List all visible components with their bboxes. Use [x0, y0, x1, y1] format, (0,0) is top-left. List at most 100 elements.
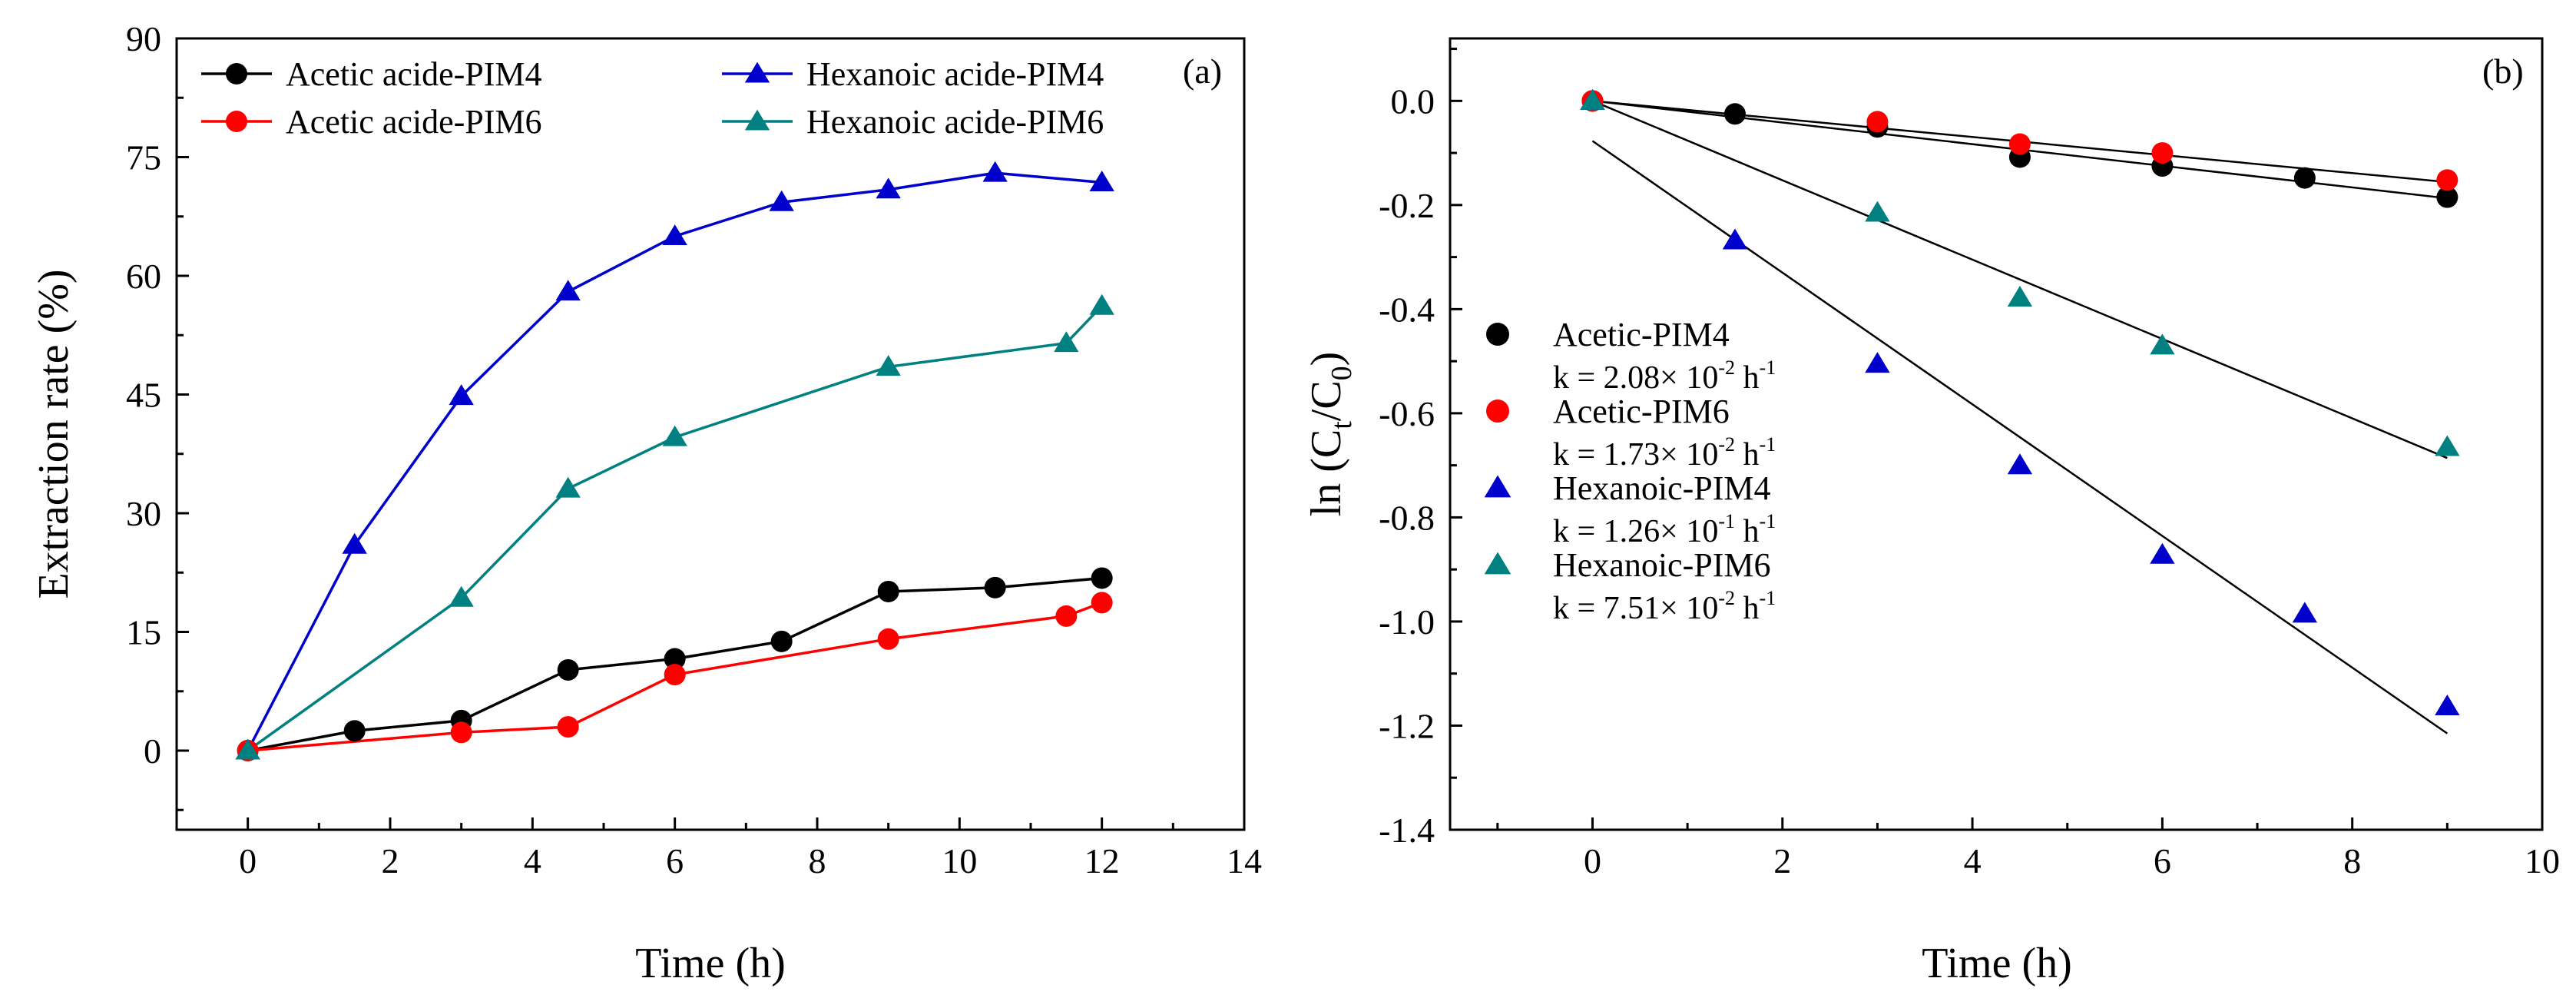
- panel-b-y-ticks: 0.0 -0.2 -0.4 -0.6 -0.8 -1.0 -1.2 -1.4: [1379, 48, 1462, 850]
- data-point: [1091, 567, 1113, 589]
- fit-line: [1591, 100, 2448, 459]
- data-point: [235, 738, 260, 760]
- legend-label: Acetic-PIM4: [1553, 316, 1730, 353]
- panel-b-tag: (b): [2482, 51, 2524, 91]
- data-point: [1089, 293, 1114, 315]
- legend-marker: [1486, 323, 1509, 346]
- y-tick-label: 30: [126, 494, 161, 533]
- legend-label: Acetic acide-PIM4: [286, 55, 542, 93]
- data-point: [877, 580, 899, 602]
- data-point: [662, 425, 687, 446]
- panel-a-plot-frame: [175, 37, 1246, 831]
- data-point: [664, 664, 686, 686]
- y-tick-label: 60: [126, 257, 161, 296]
- data-point: [1722, 228, 1748, 250]
- data-point: [342, 532, 367, 554]
- panel-a-series-markers: [235, 161, 1114, 761]
- data-point: [664, 648, 686, 670]
- x-tick-label: 4: [1964, 841, 1982, 880]
- data-point: [1723, 103, 1746, 125]
- y-tick-label: 0.0: [1391, 81, 1435, 121]
- legend-label: Acetic-PIM6: [1553, 393, 1730, 430]
- data-point: [1091, 592, 1113, 614]
- data-point: [770, 630, 793, 652]
- rate-constant-label: k = 1.26× 10-1 h-1: [1553, 510, 1776, 549]
- data-point: [1865, 352, 1890, 373]
- y-tick-label: -1.2: [1379, 706, 1435, 745]
- data-point: [876, 177, 901, 199]
- data-point: [555, 280, 581, 301]
- panel-a-y-axis-title: Extraction rate (%): [30, 269, 78, 598]
- data-point: [2436, 186, 2458, 208]
- data-point: [1866, 111, 1889, 133]
- rate-constant-label: k = 2.08× 10-2 h-1: [1553, 356, 1776, 396]
- data-point: [876, 355, 901, 376]
- data-point: [1054, 331, 1079, 353]
- data-point: [2150, 333, 2175, 355]
- x-tick-label: 2: [382, 841, 399, 880]
- data-point: [555, 476, 581, 498]
- data-point: [2008, 133, 2031, 155]
- legend-marker: [1486, 400, 1509, 423]
- data-point: [2435, 695, 2460, 715]
- panel-a-legend: Acetic acide-PIM4 Acetic acide-PIM6 Hexano…: [201, 55, 1104, 141]
- legend-marker: [226, 111, 247, 132]
- data-point: [662, 224, 687, 246]
- data-point: [1865, 201, 1890, 222]
- y-tick-label: -1.4: [1379, 811, 1435, 850]
- rate-constant-label: k = 7.51× 10-2 h-1: [1553, 587, 1776, 626]
- y-tick-label: 0: [144, 731, 161, 771]
- y-tick-label: -0.2: [1379, 186, 1435, 225]
- x-tick-label: 0: [239, 841, 257, 880]
- data-point: [769, 190, 794, 211]
- legend-marker: [744, 109, 770, 131]
- data-point: [982, 161, 1008, 182]
- data-point: [1055, 605, 1078, 627]
- panel-b-kinetics: 0 2 4 6 8 10 0.0-0.2-0.4-0.6-0.8-1.0-1.2-1.4 …: [1303, 37, 2560, 987]
- panel-a-tag: (a): [1183, 51, 1222, 91]
- y-tick-label: -0.6: [1379, 394, 1435, 433]
- y-tick-label: -0.4: [1379, 290, 1435, 329]
- x-tick-label: 8: [2343, 841, 2361, 880]
- y-tick-label: 15: [126, 613, 161, 652]
- data-point: [449, 384, 474, 406]
- panel-b-x-ticks: 0 2 4 6 8 10: [1496, 817, 2560, 880]
- x-tick-label: 4: [524, 841, 541, 880]
- x-tick-label: 2: [1773, 841, 1791, 880]
- legend-label: Hexanoic acide-PIM6: [806, 103, 1104, 141]
- x-tick-label: 14: [1227, 841, 1262, 880]
- data-point: [557, 716, 579, 738]
- panel-b-plot-frame: [1449, 37, 2544, 831]
- x-tick-label: 6: [2154, 841, 2171, 880]
- data-point: [2435, 435, 2460, 456]
- data-point: [2436, 169, 2458, 191]
- legend-label: Acetic acide-PIM6: [286, 103, 542, 141]
- panel-b-series-markers: [1580, 88, 2460, 715]
- data-point: [2292, 602, 2318, 623]
- legend-label: Hexanoic-PIM6: [1553, 546, 1771, 584]
- data-point: [2150, 542, 2175, 564]
- data-point: [1580, 88, 1605, 110]
- panel-a-extraction-rate: 0 2 4 6 8 10 12 14 0 15 30 45 60 75 90 Acetic acide-P…: [30, 19, 1262, 987]
- data-point: [2151, 142, 2174, 164]
- y-tick-label: -0.8: [1379, 498, 1435, 537]
- data-point: [877, 628, 899, 650]
- panel-a-x-axis-title: Time (h): [635, 940, 786, 987]
- data-point: [449, 585, 474, 607]
- y-tick-label: 75: [126, 138, 161, 177]
- data-point: [450, 721, 472, 744]
- panel-b-y-axis-title: ln (Ct/C0): [1303, 352, 1358, 517]
- y-tick-label: 90: [126, 19, 161, 58]
- x-tick-label: 12: [1084, 841, 1120, 880]
- x-tick-label: 8: [809, 841, 826, 880]
- data-point: [2007, 453, 2033, 475]
- legend-marker: [1484, 552, 1511, 575]
- x-tick-label: 6: [666, 841, 684, 880]
- legend-marker: [744, 61, 770, 83]
- x-tick-label: 10: [2525, 841, 2560, 880]
- y-tick-label: 45: [126, 376, 161, 415]
- x-tick-label: 0: [1584, 841, 1601, 880]
- panel-a-x-ticks: 0 2 4 6 8 10 12 14: [239, 817, 1262, 880]
